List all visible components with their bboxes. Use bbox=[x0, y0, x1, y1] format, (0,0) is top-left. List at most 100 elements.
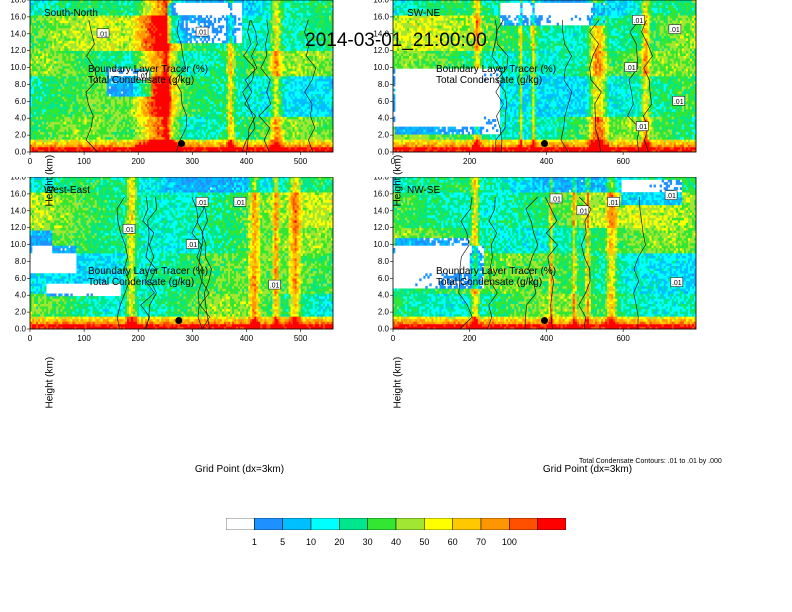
colorbar-swatch bbox=[480, 517, 510, 531]
y-tick-label: 12.0 bbox=[373, 223, 389, 232]
y-tick-label: 8.0 bbox=[15, 257, 27, 266]
contour-label: .01 bbox=[668, 24, 682, 34]
contour-line bbox=[491, 19, 504, 153]
contour-label: .01 bbox=[576, 205, 590, 215]
x-tick-label: 100 bbox=[77, 157, 91, 166]
series-label: Boundary Layer Tracer (%) bbox=[436, 64, 556, 75]
y-axis-label: Height (km) bbox=[393, 127, 404, 207]
y-tick-label: 18.0 bbox=[10, 0, 26, 5]
y-tick-label: 14.0 bbox=[373, 206, 389, 215]
y-tick-label: 6.0 bbox=[378, 274, 390, 283]
colorbar-level-label: 60 bbox=[448, 537, 458, 547]
y-axis-label: Height (km) bbox=[45, 329, 56, 409]
colorbar-swatch bbox=[282, 517, 312, 531]
x-axis-label: Grid Point (dx=3km) bbox=[88, 464, 391, 475]
y-tick-label: 0.0 bbox=[15, 148, 27, 157]
contour-line bbox=[458, 196, 473, 330]
colorbar-swatch bbox=[225, 517, 255, 531]
series-label: Boundary Layer Tracer (%) bbox=[436, 266, 556, 277]
contour-label: .01 bbox=[636, 121, 649, 131]
y-tick-label: 10.0 bbox=[373, 63, 389, 72]
y-tick-label: 12.0 bbox=[373, 46, 389, 55]
heatmap-cells bbox=[30, 177, 334, 330]
x-tick-label: 600 bbox=[616, 157, 630, 166]
contour-label: .01 bbox=[122, 224, 136, 234]
location-marker bbox=[178, 140, 185, 148]
colorbar-level-label: 20 bbox=[334, 537, 344, 547]
contour-label: .01 bbox=[195, 26, 209, 37]
contour-label: .01 bbox=[137, 70, 150, 81]
contour-line bbox=[174, 19, 188, 153]
x-tick-label: 0 bbox=[391, 157, 396, 166]
x-tick-label: 300 bbox=[186, 157, 200, 166]
contour-label: .01 bbox=[664, 190, 678, 200]
x-tick-label: 600 bbox=[616, 334, 630, 343]
x-tick-label: 200 bbox=[463, 334, 477, 343]
y-tick-label: 12.0 bbox=[10, 46, 26, 55]
contour-line bbox=[244, 19, 258, 153]
colorbar-level-label: 70 bbox=[476, 537, 486, 547]
x-tick-label: 500 bbox=[294, 334, 308, 343]
y-tick-label: 12.0 bbox=[10, 223, 26, 232]
colorbar-swatch bbox=[339, 517, 368, 531]
series-label: Boundary Layer Tracer (%) bbox=[88, 266, 208, 277]
heatmap-cells bbox=[393, 0, 697, 153]
contour-label: .01 bbox=[549, 193, 563, 203]
heatmap-panel: .01 .01 .01 South-North 0.0 2.0 4.0 6.0 8.0 10.0 1… bbox=[10, 0, 334, 166]
plot-frame bbox=[392, 176, 697, 330]
contour-line bbox=[241, 19, 256, 153]
y-tick-label: 18.0 bbox=[373, 177, 389, 182]
y-tick-label: 2.0 bbox=[378, 131, 390, 140]
heatmap-cells bbox=[393, 177, 697, 330]
colorbar-swatch bbox=[537, 517, 567, 531]
heatmap-panel: .01 .01 .01 .01 .01 NW-SE 0.0 2.0 4.0 6.0 8.0 10.0 1… bbox=[373, 173, 697, 343]
location-marker bbox=[541, 317, 548, 325]
y-tick-label: 14.0 bbox=[10, 206, 26, 215]
contour-line bbox=[140, 196, 155, 330]
y-tick-label: 16.0 bbox=[10, 12, 26, 21]
y-tick-label: 4.0 bbox=[378, 291, 390, 300]
y-tick-label: 16.0 bbox=[10, 189, 26, 198]
contour-line bbox=[116, 196, 130, 330]
contour-label: .01 bbox=[672, 96, 685, 106]
contour-label: .01 bbox=[96, 28, 110, 38]
figure-title: 2014-03-01_21:00:00 bbox=[0, 30, 792, 52]
y-tick-label: 2.0 bbox=[15, 131, 27, 140]
colorbar-swatch bbox=[424, 517, 453, 531]
x-tick-label: 400 bbox=[540, 334, 554, 343]
series-label: Total Condensate (g/kg) bbox=[88, 75, 194, 86]
y-tick-label: 6.0 bbox=[15, 97, 27, 106]
x-tick-label: 200 bbox=[132, 334, 146, 343]
contour-label: .01 bbox=[268, 279, 281, 290]
series-label: Total Condensate (g/kg) bbox=[436, 75, 542, 86]
y-tick-label: 0.0 bbox=[15, 325, 27, 334]
panel-label: South-North bbox=[44, 8, 98, 19]
panel-label: SW-NE bbox=[407, 8, 440, 19]
y-tick-label: 14.0 bbox=[10, 29, 26, 38]
y-tick-label: 2.0 bbox=[378, 308, 390, 317]
y-axis-label: Height (km) bbox=[45, 127, 56, 207]
y-tick-label: 0.0 bbox=[378, 148, 390, 157]
y-tick-label: 0.0 bbox=[378, 325, 390, 334]
contour-label: .01 bbox=[233, 197, 247, 207]
contour-line bbox=[85, 19, 99, 153]
contour-label: .01 bbox=[632, 15, 645, 25]
y-tick-label: 2.0 bbox=[15, 308, 27, 317]
x-tick-label: 200 bbox=[132, 157, 146, 166]
y-tick-label: 10.0 bbox=[373, 240, 389, 249]
contour-label: .01 bbox=[195, 197, 209, 207]
colorbar-level-label: 5 bbox=[280, 537, 285, 547]
x-tick-label: 400 bbox=[240, 334, 254, 343]
contour-line bbox=[258, 19, 272, 153]
colorbar-swatch bbox=[367, 517, 397, 531]
panel-label: West-East bbox=[44, 185, 90, 196]
y-tick-label: 6.0 bbox=[15, 274, 27, 283]
x-tick-label: 500 bbox=[294, 157, 308, 166]
y-tick-label: 4.0 bbox=[15, 291, 27, 300]
y-tick-label: 10.0 bbox=[10, 63, 26, 72]
panel-label: NW-SE bbox=[407, 185, 440, 196]
heatmap-cells bbox=[30, 0, 334, 153]
colorbar-level-label: 100 bbox=[502, 537, 517, 547]
x-tick-label: 200 bbox=[463, 157, 477, 166]
y-tick-label: 4.0 bbox=[378, 114, 390, 123]
